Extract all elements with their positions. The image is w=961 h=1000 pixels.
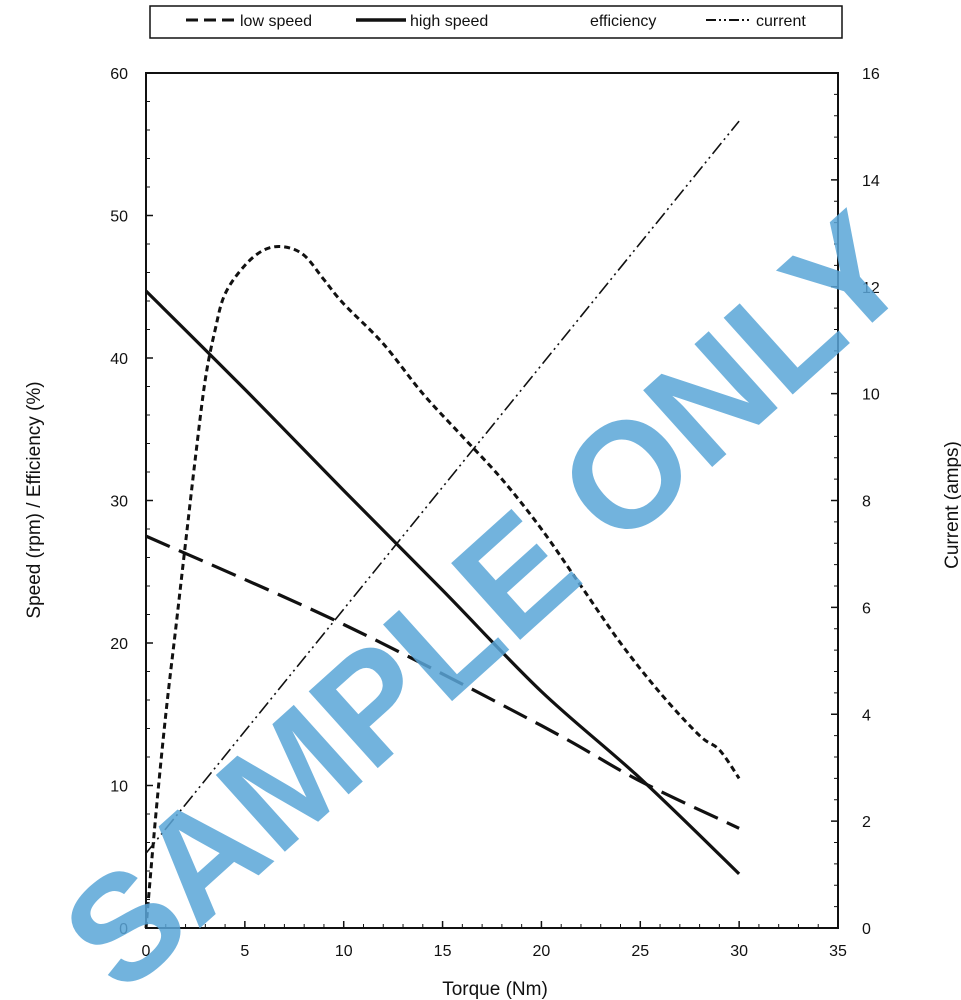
y-right-tick-label: 2 bbox=[862, 814, 871, 831]
x-tick-label: 10 bbox=[335, 943, 353, 960]
x-axis-title: Torque (Nm) bbox=[442, 979, 548, 1000]
series-line-high-speed bbox=[144, 289, 741, 876]
x-tick-label: 0 bbox=[142, 943, 151, 960]
y-left-tick-label: 0 bbox=[119, 921, 128, 938]
legend: low speed high speed efficiency current bbox=[149, 5, 843, 39]
legend-label-current: current bbox=[756, 13, 806, 30]
y-right-tick-label: 14 bbox=[862, 173, 880, 190]
series-line-low-speed bbox=[145, 534, 740, 830]
x-tick-label: 15 bbox=[434, 943, 452, 960]
watermark: SAMPLE ONLY bbox=[32, 181, 939, 1000]
y-right-tick-label: 0 bbox=[862, 921, 871, 938]
legend-box bbox=[149, 5, 843, 39]
y-right-tick-label: 12 bbox=[862, 280, 880, 297]
y-axis-left-title: Speed (rpm) / Efficiency (%) bbox=[24, 381, 45, 618]
y-left-tick-label: 20 bbox=[110, 636, 128, 653]
y-right-tick-label: 16 bbox=[862, 66, 880, 83]
x-tick-label: 5 bbox=[240, 943, 249, 960]
x-tick-label: 35 bbox=[829, 943, 847, 960]
y-right-tick-label: 4 bbox=[862, 707, 871, 724]
y-left-tick-label: 10 bbox=[110, 779, 128, 796]
y-axis-right-title: Current (amps) bbox=[942, 441, 961, 569]
x-tick-label: 20 bbox=[533, 943, 551, 960]
legend-label-low-speed: low speed bbox=[240, 13, 312, 30]
legend-label-high-speed: high speed bbox=[410, 13, 488, 30]
x-tick-label: 30 bbox=[730, 943, 748, 960]
y-left-tick-label: 50 bbox=[110, 209, 128, 226]
y-right-tick-label: 6 bbox=[862, 600, 871, 617]
series-line-current bbox=[145, 120, 740, 854]
x-tick-label: 25 bbox=[631, 943, 649, 960]
y-left-tick-label: 30 bbox=[110, 494, 128, 511]
y-right-tick-label: 8 bbox=[862, 494, 871, 511]
series-line-efficiency bbox=[144, 244, 741, 929]
y-left-tick-label: 40 bbox=[110, 351, 128, 368]
legend-label-efficiency: efficiency bbox=[590, 13, 656, 30]
y-right-tick-label: 10 bbox=[862, 387, 880, 404]
y-left-tick-label: 60 bbox=[110, 66, 128, 83]
plot-area: 0 5 10 15 20 25 30 35 0 10 20 30 40 50 60 0 2 4 6 8 10 12 14 16 bbox=[110, 66, 880, 960]
